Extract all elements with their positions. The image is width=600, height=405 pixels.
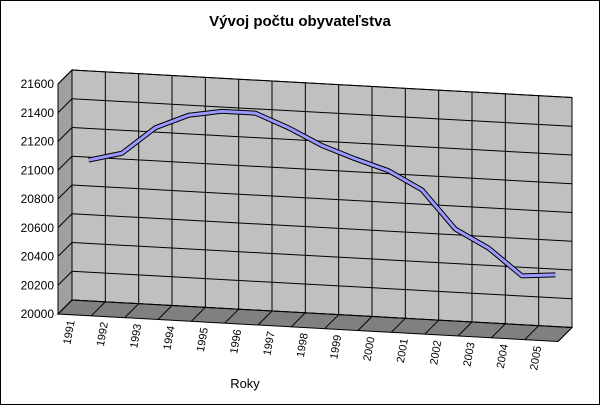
side-grid-line bbox=[57, 270, 73, 286]
grid-line bbox=[71, 69, 573, 98]
side-grid-line bbox=[57, 213, 73, 229]
floor-grid-line bbox=[157, 305, 173, 320]
grid-line bbox=[71, 184, 573, 213]
floor-grid-line bbox=[90, 301, 106, 317]
chart-title: Vývoj počtu obyvateľstva bbox=[209, 13, 391, 30]
floor-grid-line bbox=[124, 303, 140, 319]
x-tick-label: 2000 bbox=[362, 336, 378, 362]
x-tick-label: 1992 bbox=[95, 321, 111, 347]
grid-line bbox=[71, 299, 573, 328]
x-tick-label: 1997 bbox=[262, 330, 278, 356]
side-grid-line bbox=[57, 155, 73, 171]
x-tick-label: 1999 bbox=[328, 334, 344, 360]
x-tick-label: 2004 bbox=[495, 343, 511, 369]
x-tick-label: 2003 bbox=[462, 341, 478, 367]
y-tick-label: 21200 bbox=[21, 135, 55, 149]
x-tick-label: 1996 bbox=[228, 329, 244, 355]
floor-grid-line bbox=[490, 323, 506, 339]
floor-grid-line bbox=[390, 317, 406, 333]
x-tick-label: 1993 bbox=[128, 323, 144, 349]
side-grid-line bbox=[57, 242, 73, 257]
floor-grid-line bbox=[457, 321, 473, 337]
y-tick-label: 20600 bbox=[21, 221, 55, 235]
x-tick-label: 1998 bbox=[295, 332, 311, 358]
y-tick-label: 21600 bbox=[21, 77, 55, 91]
floor-grid-line bbox=[190, 306, 206, 322]
grid-line bbox=[71, 213, 573, 242]
y-tick-label: 20200 bbox=[21, 278, 55, 292]
grid-line bbox=[71, 98, 573, 127]
x-tick-label: 2005 bbox=[528, 345, 544, 371]
floor-grid-line bbox=[257, 310, 273, 326]
x-tick-label: 2001 bbox=[395, 338, 411, 364]
x-axis-title: Roky bbox=[230, 376, 260, 391]
floor-grid-line bbox=[524, 325, 540, 341]
y-tick-label: 21400 bbox=[21, 106, 55, 120]
line bbox=[88, 109, 556, 278]
grid-line bbox=[71, 270, 573, 300]
side-grid-line bbox=[57, 98, 73, 114]
floor-grid-line bbox=[290, 312, 306, 328]
floor-grid-line bbox=[224, 308, 240, 324]
side-grid-line bbox=[57, 299, 73, 315]
floor-grid-line bbox=[424, 319, 440, 335]
side-grid-line bbox=[57, 69, 73, 85]
x-tick-label: 1994 bbox=[162, 325, 178, 351]
floor-grid-line bbox=[557, 327, 573, 342]
floor-grid-line bbox=[357, 316, 373, 331]
x-tick-label: 1991 bbox=[62, 319, 78, 345]
grid-line bbox=[71, 127, 573, 156]
x-tick-label: 2002 bbox=[428, 340, 444, 366]
side-grid-line bbox=[57, 127, 73, 142]
y-tick-label: 20400 bbox=[21, 250, 55, 264]
floor-grid-line bbox=[324, 314, 340, 330]
x-tick-label: 1995 bbox=[195, 327, 211, 353]
y-tick-label: 21000 bbox=[21, 163, 55, 177]
y-tick-label: 20800 bbox=[21, 192, 55, 206]
side-grid-line bbox=[57, 184, 73, 200]
grid-line bbox=[71, 242, 573, 271]
y-tick-label: 20000 bbox=[21, 307, 55, 321]
grid-line bbox=[71, 155, 573, 185]
